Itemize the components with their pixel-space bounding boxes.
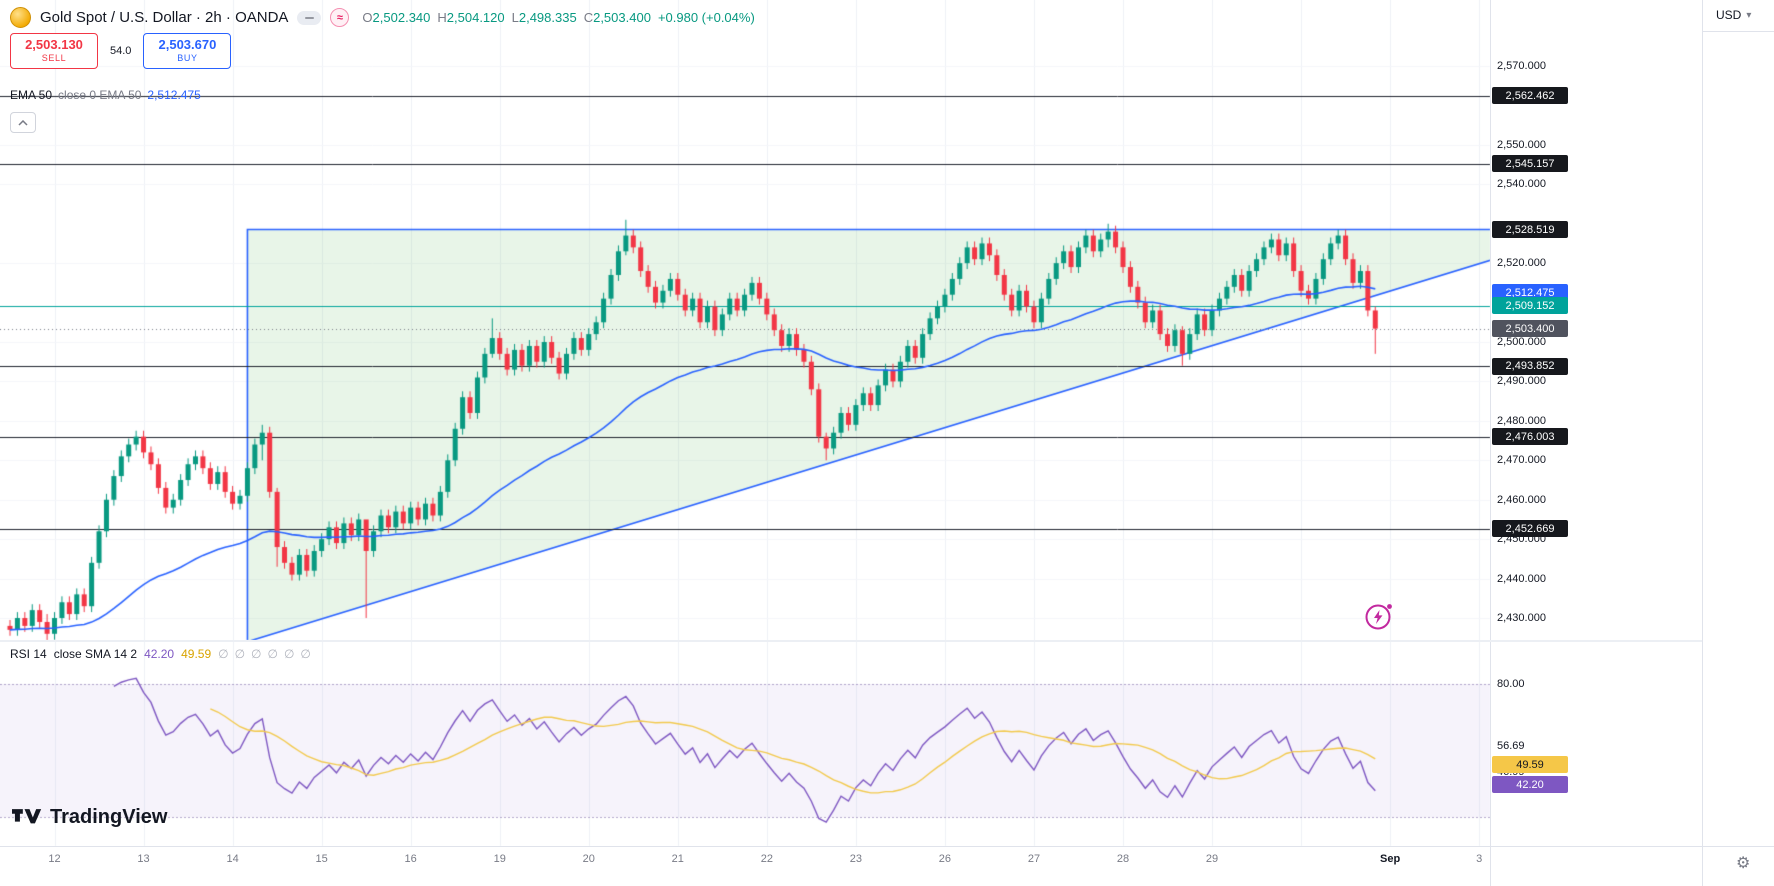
tradingview-logo-text: TradingView — [50, 806, 168, 828]
time-axis-settings-gear-icon[interactable]: ⚙ — [1736, 855, 1751, 872]
close-label: C — [583, 10, 594, 25]
sell-button[interactable]: 2,503.130 SELL — [10, 33, 98, 69]
chevron-up-icon — [18, 119, 28, 126]
empty-value-icon: ∅ — [300, 647, 311, 661]
price-level-badge: 2,545.157 — [1492, 155, 1568, 173]
time-axis-label: 16 — [404, 853, 417, 865]
price-axis-border — [1490, 0, 1491, 886]
time-axis-label: 20 — [582, 853, 595, 865]
price-tick-label: 2,540.000 — [1497, 178, 1546, 191]
rsi-hidden-values: ∅ ∅ ∅ ∅ ∅ ∅ — [218, 647, 311, 661]
rsi-value: 42.20 — [144, 647, 175, 661]
rsi-params: close SMA 14 2 — [53, 647, 138, 661]
high-value: 2,504.120 — [446, 10, 505, 25]
rsi-name: RSI 14 — [10, 647, 47, 661]
ema-legend[interactable]: EMA 50 close 0 EMA 50 2,512.475 — [10, 88, 201, 102]
ema-params: close 0 EMA 50 — [58, 88, 142, 102]
currency-divider — [1703, 31, 1774, 32]
order-panel: 2,503.130 SELL 54.0 2,503.670 BUY — [10, 33, 232, 69]
time-axis-label: 19 — [493, 853, 506, 865]
price-tick-label: 2,490.000 — [1497, 375, 1546, 388]
price-level-badge: 2,509.152 — [1492, 297, 1568, 315]
open-value: 2,502.340 — [372, 10, 431, 25]
empty-value-icon: ∅ — [218, 647, 229, 661]
price-tick-label: 2,440.000 — [1497, 572, 1546, 585]
collapse-pane-button[interactable] — [10, 112, 36, 133]
empty-value-icon: ∅ — [283, 647, 295, 661]
flash-boost-icon[interactable] — [1364, 601, 1394, 636]
time-axis-label: 14 — [226, 853, 239, 865]
rsi-tick-label: 56.69 — [1497, 740, 1525, 752]
right-toolbar-border — [1702, 0, 1703, 886]
time-axis-label: 15 — [315, 853, 328, 865]
price-tick-label: 2,430.000 — [1497, 612, 1546, 625]
price-tick-label: 2,550.000 — [1497, 138, 1546, 151]
ema-value: 2,512.475 — [147, 88, 201, 102]
sell-price: 2,503.130 — [25, 37, 83, 53]
oanda-logo-icon[interactable]: ≈ — [330, 8, 350, 27]
price-tick-label: 2,500.000 — [1497, 336, 1546, 348]
ema-name: EMA 50 — [10, 88, 53, 102]
price-tick-label: 2,460.000 — [1497, 493, 1546, 506]
low-value: 2,498.335 — [518, 10, 577, 25]
price-level-badge: 2,452.669 — [1492, 520, 1568, 538]
last-price-badge: 2,503.400 — [1492, 320, 1568, 338]
high-label: H — [437, 10, 447, 25]
open-label: O — [362, 10, 373, 25]
price-tick-label: 2,520.000 — [1497, 257, 1546, 270]
gold-coin-icon — [10, 7, 31, 28]
spread-value: 54.0 — [110, 45, 132, 57]
rsi-sma-value: 49.59 — [181, 647, 212, 661]
buy-price: 2,503.670 — [158, 37, 217, 53]
symbol-header: Gold Spot / U.S. Dollar · 2h · OANDA ≈ O… — [10, 7, 755, 28]
rsi-value-badge: 42.20 — [1492, 776, 1568, 794]
symbol-title[interactable]: Gold Spot / U.S. Dollar · 2h · OANDA — [40, 9, 289, 26]
buy-label: BUY — [177, 53, 198, 64]
time-axis-label: 22 — [760, 853, 773, 865]
price-level-badge: 2,512.475 — [1492, 284, 1568, 302]
empty-value-icon: ∅ — [251, 647, 262, 661]
currency-selector[interactable]: USD ▾ — [1716, 8, 1751, 22]
price-tick-label: 2,480.000 — [1497, 414, 1546, 427]
pane-divider[interactable] — [0, 640, 1702, 642]
rsi-legend[interactable]: RSI 14 close SMA 14 2 42.20 49.59 ∅ ∅ ∅ ∅ ∅ ∅ — [10, 647, 311, 661]
close-value: 2,503.400 — [593, 10, 651, 25]
time-axis-label: 23 — [849, 853, 862, 865]
time-axis-label: 12 — [48, 853, 61, 865]
price-level-badge: 2,562.462 — [1492, 87, 1568, 105]
empty-value-icon: ∅ — [267, 647, 278, 661]
tradingview-logo-icon — [12, 809, 42, 824]
price-level-badge: 2,476.003 — [1492, 428, 1568, 446]
change-value: +0.980 (+0.04%) — [657, 10, 755, 25]
empty-value-icon: ∅ — [234, 647, 246, 661]
tradingview-logo[interactable]: TradingView — [12, 806, 167, 829]
time-axis-label: Sep — [1380, 853, 1401, 865]
time-axis-label: 13 — [137, 853, 150, 865]
time-axis-label: 28 — [1116, 853, 1130, 865]
buy-button[interactable]: 2,503.670 BUY — [143, 33, 232, 69]
chevron-down-icon: ▾ — [1746, 9, 1752, 21]
time-axis-label: 26 — [938, 853, 952, 865]
rsi-value-badge: 49.59 — [1492, 756, 1568, 774]
time-axis-label: 29 — [1205, 853, 1219, 865]
time-axis-label: 27 — [1027, 853, 1041, 865]
price-level-badge: 2,528.519 — [1492, 221, 1568, 239]
low-label: L — [511, 10, 519, 25]
instrument-status-icon[interactable] — [297, 10, 322, 25]
ohlc-readout: O2,502.340 H2,504.120 L2,498.335 C2,503.… — [362, 10, 754, 25]
time-axis-label: 21 — [671, 853, 684, 865]
price-tick-label: 2,570.000 — [1497, 60, 1546, 72]
price-level-badge: 2,493.852 — [1492, 357, 1568, 375]
currency-label: USD — [1716, 8, 1742, 22]
price-tick-label: 2,470.000 — [1497, 454, 1546, 467]
time-axis-label: 3 — [1476, 853, 1483, 865]
time-axis-border — [0, 846, 1774, 847]
sell-label: SELL — [41, 53, 67, 64]
rsi-tick-label: 80.00 — [1497, 678, 1525, 690]
